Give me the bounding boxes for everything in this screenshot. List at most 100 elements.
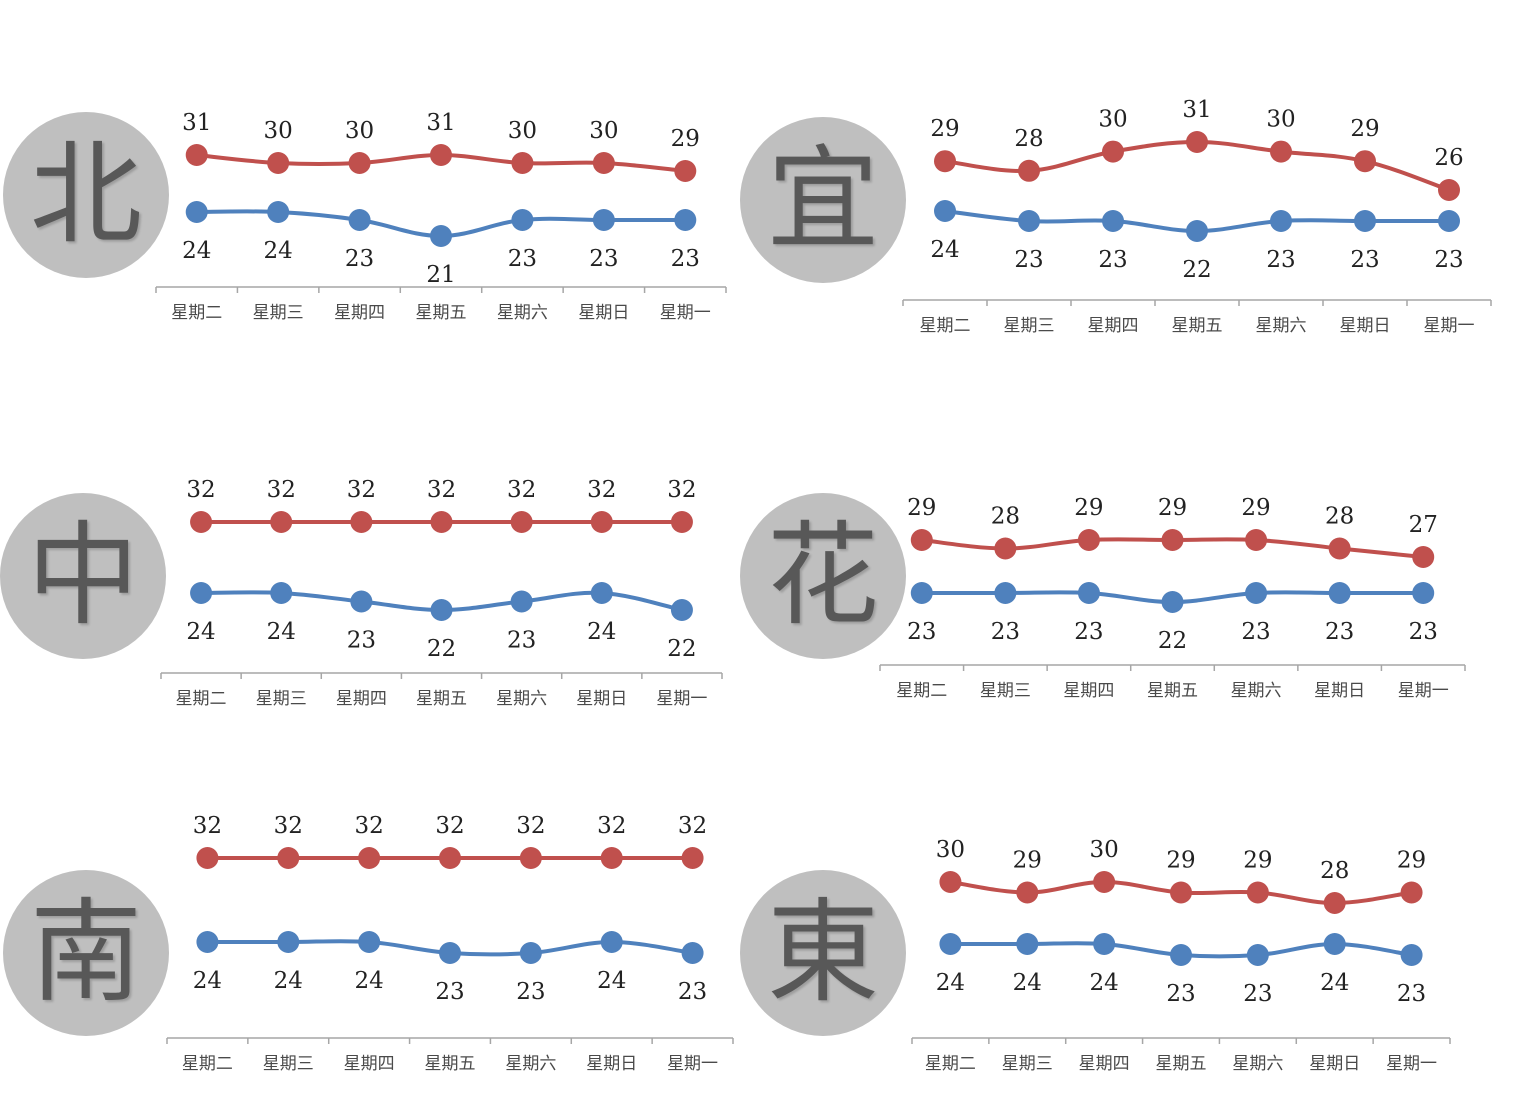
low-temp-data-label: 24	[1320, 970, 1349, 996]
x-tick-label: 星期一	[1386, 1054, 1437, 1074]
high-temp-point	[1186, 131, 1208, 153]
low-temp-point	[994, 582, 1017, 604]
high-temp-data-label: 29	[1013, 848, 1042, 874]
high-temp-data-label: 31	[182, 110, 211, 136]
low-temp-point	[590, 582, 613, 604]
low-temp-point	[670, 599, 693, 621]
low-temp-line	[199, 590, 684, 613]
high-temp-point	[1245, 529, 1268, 551]
high-temp-point	[1246, 881, 1269, 904]
high-temp-point	[994, 537, 1017, 560]
x-tick-label: 星期五	[416, 303, 467, 323]
high-temp-point	[1102, 140, 1124, 163]
low-temp-point	[1323, 933, 1346, 955]
high-temp-data-label: 31	[426, 110, 455, 136]
x-tick-label: 星期一	[1398, 681, 1449, 701]
x-tick-label: 星期五	[1147, 681, 1198, 701]
high-temp-data-label: 32	[507, 477, 536, 503]
high-temp-data-label: 30	[1266, 107, 1295, 133]
high-temp-data-label: 32	[678, 813, 707, 839]
low-temp-line	[919, 590, 1426, 605]
x-tick-label: 星期二	[171, 303, 222, 323]
high-temp-data-label: 32	[427, 477, 456, 503]
low-temp-point	[519, 942, 542, 964]
high-temp-data-label: 30	[264, 118, 293, 144]
high-temp-line	[943, 139, 1451, 192]
region-name: 東	[767, 888, 879, 1018]
low-temp-data-label: 24	[186, 619, 215, 645]
high-temp-point	[190, 511, 213, 533]
low-temp-point	[600, 931, 623, 953]
low-temp-data-label: 23	[1166, 981, 1195, 1007]
low-temp-point	[1412, 582, 1435, 604]
x-tick-label: 星期四	[1088, 316, 1139, 336]
x-tick-label: 星期日	[578, 303, 629, 323]
low-temp-data-label: 23	[678, 979, 707, 1005]
low-temp-point	[1354, 210, 1376, 232]
region-badge: 東	[740, 870, 906, 1036]
low-temp-point	[1016, 933, 1039, 955]
x-tick-label: 星期五	[1172, 316, 1223, 336]
low-temp-data-label: 23	[516, 979, 545, 1005]
region-name: 中	[27, 511, 139, 641]
low-temp-data-label: 21	[426, 262, 455, 288]
low-temp-data-label: 24	[355, 968, 384, 994]
high-temp-data-label: 32	[267, 477, 296, 503]
low-temp-data-label: 23	[435, 979, 464, 1005]
high-temp-point	[1016, 881, 1039, 904]
high-temp-data-label: 32	[355, 813, 384, 839]
low-temp-point	[1270, 210, 1292, 232]
low-temp-data-label: 24	[193, 968, 222, 994]
low-temp-data-label: 23	[1325, 619, 1354, 645]
high-temp-point	[674, 160, 697, 182]
high-temp-point	[430, 144, 452, 166]
high-temp-data-label: 32	[435, 813, 464, 839]
high-temp-data-label: 32	[597, 813, 626, 839]
high-temp-data-label: 29	[1074, 495, 1103, 521]
x-tick-label: 星期四	[344, 1054, 395, 1074]
high-temp-point	[430, 511, 453, 533]
x-tick-label: 星期三	[263, 1054, 314, 1074]
low-temp-data-label: 23	[1241, 619, 1270, 645]
low-temp-point	[939, 933, 962, 955]
x-tick-label: 星期二	[896, 681, 947, 701]
low-temp-data-label: 23	[1014, 247, 1043, 273]
x-tick-label: 星期日	[1314, 681, 1365, 701]
high-temp-point	[592, 152, 615, 174]
high-temp-data-label: 32	[193, 813, 222, 839]
x-tick-label: 星期三	[1004, 316, 1055, 336]
high-temp-data-label: 28	[991, 504, 1020, 530]
x-tick-label: 星期六	[1231, 681, 1282, 701]
high-temp-data-label: 28	[1320, 858, 1349, 884]
low-temp-data-label: 23	[1074, 619, 1103, 645]
high-temp-data-label: 29	[1158, 495, 1187, 521]
region-badge: 南	[3, 870, 169, 1036]
low-temp-data-label: 23	[1397, 981, 1426, 1007]
low-temp-point	[358, 931, 381, 953]
high-temp-point	[910, 529, 933, 551]
high-temp-point	[270, 511, 293, 533]
high-temp-point	[1077, 529, 1100, 551]
x-tick-label: 星期五	[425, 1054, 476, 1074]
low-temp-point	[350, 590, 373, 613]
high-temp-point	[1354, 150, 1376, 173]
high-temp-point	[1323, 892, 1346, 914]
high-temp-data-label: 30	[345, 118, 374, 144]
low-temp-point	[1245, 582, 1268, 604]
high-temp-point	[1161, 529, 1184, 551]
low-temp-data-label: 24	[1013, 970, 1042, 996]
high-temp-point	[670, 511, 693, 533]
low-temp-data-label: 23	[1266, 247, 1295, 273]
low-temp-data-label: 22	[1158, 628, 1187, 654]
low-temp-data-label: 23	[1098, 247, 1127, 273]
high-temp-point	[1170, 881, 1192, 904]
low-temp-line	[205, 939, 695, 957]
low-temp-data-label: 22	[1182, 257, 1211, 283]
high-temp-data-label: 32	[587, 477, 616, 503]
x-tick-label: 星期一	[660, 303, 711, 323]
high-temp-data-label: 32	[516, 813, 545, 839]
high-temp-data-label: 32	[347, 477, 376, 503]
low-temp-point	[1246, 944, 1269, 966]
high-temp-point	[439, 847, 461, 869]
high-temp-point	[681, 847, 704, 869]
